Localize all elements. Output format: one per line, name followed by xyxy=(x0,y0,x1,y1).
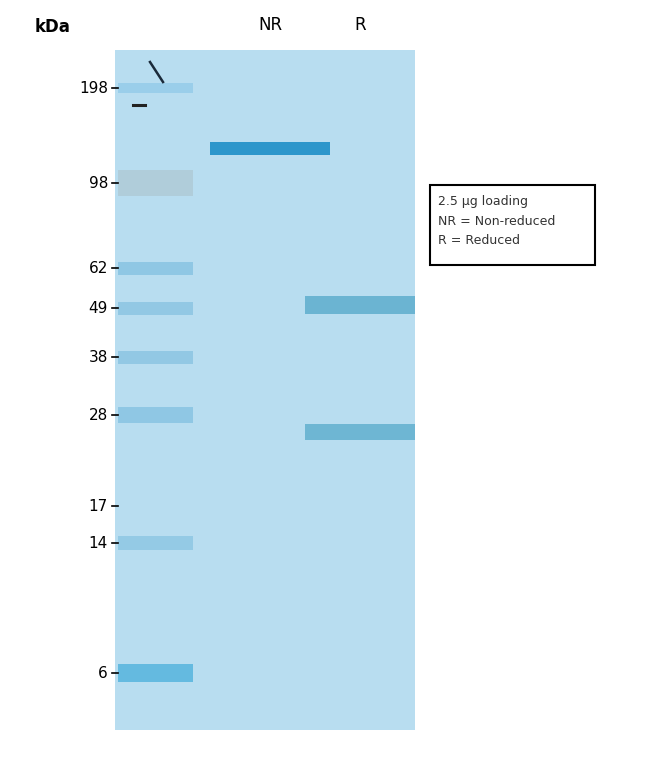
Bar xyxy=(118,83,192,93)
Text: 198: 198 xyxy=(79,80,108,96)
Text: 2.5 μg loading
NR = Non-reduced
R = Reduced: 2.5 μg loading NR = Non-reduced R = Redu… xyxy=(438,195,555,247)
Bar xyxy=(118,664,192,682)
Bar xyxy=(115,50,415,730)
Text: 62: 62 xyxy=(88,261,108,275)
Text: NR: NR xyxy=(258,16,282,34)
Bar xyxy=(118,302,192,314)
Bar xyxy=(305,424,415,440)
Text: 6: 6 xyxy=(98,665,108,681)
Text: 38: 38 xyxy=(88,349,108,365)
Text: 17: 17 xyxy=(89,499,108,513)
Bar xyxy=(210,142,330,155)
Text: 28: 28 xyxy=(89,408,108,422)
Bar xyxy=(430,185,595,265)
Bar xyxy=(305,296,415,314)
Text: kDa: kDa xyxy=(35,18,71,36)
Text: 49: 49 xyxy=(88,300,108,316)
Bar xyxy=(118,351,192,363)
Bar xyxy=(118,536,192,550)
Bar xyxy=(118,261,192,275)
Text: R: R xyxy=(354,16,366,34)
Bar xyxy=(118,170,192,196)
Bar xyxy=(118,407,192,423)
Text: 98: 98 xyxy=(88,176,108,191)
Text: 14: 14 xyxy=(89,535,108,551)
